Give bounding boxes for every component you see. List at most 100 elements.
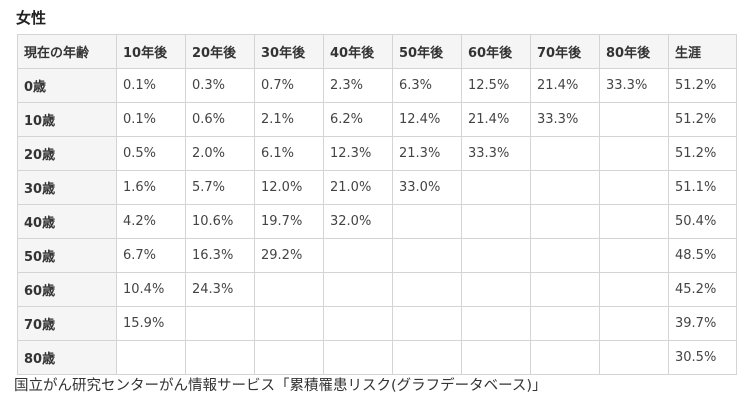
row-header-age: 60歳: [17, 272, 117, 307]
risk-cell: 0.1%: [116, 102, 186, 137]
lifetime-risk-cell: 45.2%: [668, 272, 737, 307]
risk-cell: [392, 306, 462, 341]
risk-cell: [530, 272, 600, 307]
table-row: 40歳 4.2% 10.6% 19.7% 32.0% 50.4%: [17, 204, 737, 239]
risk-cell: 29.2%: [254, 238, 324, 273]
risk-cell: [461, 272, 531, 307]
column-header: 50年後: [392, 34, 462, 69]
risk-cell: 0.3%: [185, 68, 255, 103]
risk-cell: [323, 340, 393, 375]
column-header: 20年後: [185, 34, 255, 69]
table-row: 0歳 0.1% 0.3% 0.7% 2.3% 6.3% 12.5% 21.4% 33.3% 51.…: [17, 68, 737, 103]
risk-cell: [185, 340, 255, 375]
risk-cell: 6.1%: [254, 136, 324, 171]
risk-cell: 12.5%: [461, 68, 531, 103]
risk-cell: 4.2%: [116, 204, 186, 239]
risk-cell: 21.4%: [461, 102, 531, 137]
risk-cell: [323, 238, 393, 273]
risk-cell: 12.4%: [392, 102, 462, 137]
risk-cell: 6.2%: [323, 102, 393, 137]
risk-cell: 1.6%: [116, 170, 186, 205]
risk-cell: [530, 170, 600, 205]
risk-cell: [392, 340, 462, 375]
risk-cell: 15.9%: [116, 306, 186, 341]
lifetime-risk-cell: 48.5%: [668, 238, 737, 273]
risk-cell: [323, 306, 393, 341]
lifetime-risk-cell: 30.5%: [668, 340, 737, 375]
risk-cell: 0.5%: [116, 136, 186, 171]
risk-cell: [116, 340, 186, 375]
row-header-age: 80歳: [17, 340, 117, 375]
table-row: 20歳 0.5% 2.0% 6.1% 12.3% 21.3% 33.3% 51.2%: [17, 136, 737, 171]
row-header-age: 50歳: [17, 238, 117, 273]
risk-cell: [599, 238, 669, 273]
risk-cell: [254, 306, 324, 341]
column-header-lifetime: 生涯: [668, 34, 737, 69]
risk-cell: [461, 306, 531, 341]
risk-cell: [461, 340, 531, 375]
column-header: 10年後: [116, 34, 186, 69]
risk-cell: 32.0%: [323, 204, 393, 239]
column-header: 40年後: [323, 34, 393, 69]
risk-cell: 21.3%: [392, 136, 462, 171]
risk-cell: 19.7%: [254, 204, 324, 239]
risk-cell: [185, 306, 255, 341]
risk-cell: 12.0%: [254, 170, 324, 205]
column-header: 60年後: [461, 34, 531, 69]
risk-cell: [530, 238, 600, 273]
row-header-age: 70歳: [17, 306, 117, 341]
risk-cell: 6.7%: [116, 238, 186, 273]
corner-header: 現在の年齢: [17, 34, 117, 69]
risk-cell: 10.6%: [185, 204, 255, 239]
risk-cell: [599, 102, 669, 137]
risk-cell: 21.4%: [530, 68, 600, 103]
risk-cell: [461, 238, 531, 273]
risk-cell: 0.7%: [254, 68, 324, 103]
lifetime-risk-cell: 51.2%: [668, 136, 737, 171]
risk-cell: [599, 272, 669, 307]
table-row: 30歳 1.6% 5.7% 12.0% 21.0% 33.0% 51.1%: [17, 170, 737, 205]
risk-cell: 0.1%: [116, 68, 186, 103]
risk-cell: 33.3%: [461, 136, 531, 171]
risk-cell: 0.6%: [185, 102, 255, 137]
row-header-age: 10歳: [17, 102, 117, 137]
risk-cell: [461, 170, 531, 205]
risk-cell: [530, 306, 600, 341]
column-header: 70年後: [530, 34, 600, 69]
cumulative-risk-table: 現在の年齢 10年後 20年後 30年後 40年後 50年後 60年後 70年後…: [17, 34, 737, 375]
risk-cell: [599, 136, 669, 171]
risk-cell: 21.0%: [323, 170, 393, 205]
table-header-row: 現在の年齢 10年後 20年後 30年後 40年後 50年後 60年後 70年後…: [17, 34, 737, 69]
risk-cell: 2.3%: [323, 68, 393, 103]
column-header: 80年後: [599, 34, 669, 69]
risk-cell: 12.3%: [323, 136, 393, 171]
lifetime-risk-cell: 39.7%: [668, 306, 737, 341]
risk-cell: [254, 272, 324, 307]
risk-cell: 2.0%: [185, 136, 255, 171]
risk-cell: [530, 136, 600, 171]
lifetime-risk-cell: 51.1%: [668, 170, 737, 205]
risk-cell: 33.3%: [530, 102, 600, 137]
risk-cell: 16.3%: [185, 238, 255, 273]
table-body: 0歳 0.1% 0.3% 0.7% 2.3% 6.3% 12.5% 21.4% 33.3% 51.…: [17, 68, 737, 375]
table-row: 70歳 15.9% 39.7%: [17, 306, 737, 341]
section-heading: 女性: [16, 9, 47, 27]
risk-cell: 2.1%: [254, 102, 324, 137]
column-header: 30年後: [254, 34, 324, 69]
risk-cell: 24.3%: [185, 272, 255, 307]
source-citation: 国立がん研究センターがん情報サービス「累積罹患リスク(グラフデータベース)」: [14, 378, 547, 394]
row-header-age: 20歳: [17, 136, 117, 171]
risk-cell: [254, 340, 324, 375]
risk-cell: 6.3%: [392, 68, 462, 103]
table-row: 80歳 30.5%: [17, 340, 737, 375]
table-row: 50歳 6.7% 16.3% 29.2% 48.5%: [17, 238, 737, 273]
lifetime-risk-cell: 51.2%: [668, 68, 737, 103]
risk-cell: [599, 170, 669, 205]
row-header-age: 30歳: [17, 170, 117, 205]
risk-cell: [530, 204, 600, 239]
row-header-age: 0歳: [17, 68, 117, 103]
risk-cell: [530, 340, 600, 375]
lifetime-risk-cell: 51.2%: [668, 102, 737, 137]
risk-cell: [599, 204, 669, 239]
